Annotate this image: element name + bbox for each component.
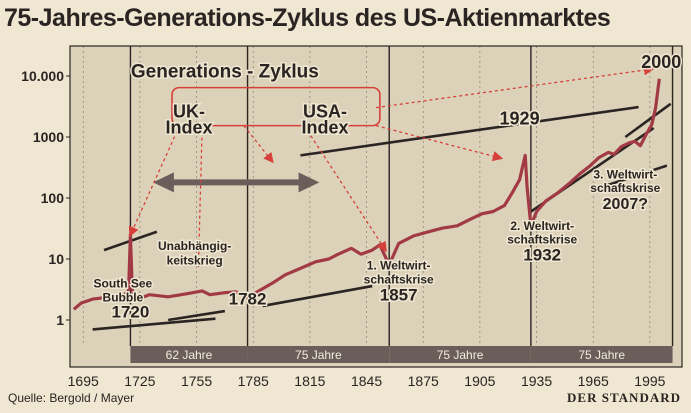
zyklus-arrow	[193, 125, 204, 268]
annotation-label: schaftskrise	[507, 232, 577, 246]
annotation-label: Bubble	[103, 291, 144, 305]
trend-line	[300, 105, 639, 157]
zyklus-box	[171, 86, 381, 127]
annotation-label: UK-	[173, 101, 205, 121]
annotation-label: 1932	[523, 245, 561, 264]
cycle-band-label: 62 Jahre	[166, 348, 213, 362]
x-tick-label: 1875	[408, 373, 439, 389]
x-tick-label: 1905	[464, 373, 495, 389]
cycle-band	[130, 346, 248, 363]
x-tick-label: 1995	[634, 373, 665, 389]
x-tick-label: 1695	[68, 373, 99, 389]
trend-line	[624, 102, 672, 139]
annotation-label: 2007?	[603, 196, 648, 213]
annotation-label: South See	[94, 277, 153, 291]
annotation-label: 3. Weltwirt-	[593, 167, 657, 181]
zyklus-arrow	[303, 125, 387, 253]
plot-area	[69, 45, 683, 368]
x-tick-label: 1725	[124, 373, 155, 389]
annotation-label: USA-	[303, 101, 347, 121]
x-tick-label: 1755	[181, 373, 212, 389]
cycle-band	[530, 346, 673, 363]
annotation-label: Unabhängig-	[158, 239, 231, 253]
x-tick-label: 1785	[238, 373, 269, 389]
y-tick-label: 10	[48, 251, 64, 267]
zyklus-arrow	[128, 125, 181, 238]
annotation-label: 1929	[500, 109, 540, 129]
zyklus-arrow	[375, 64, 655, 109]
y-tick-label: 1000	[33, 129, 64, 145]
y-tick-label: 1	[56, 312, 64, 328]
trend-line	[168, 309, 226, 322]
annotation-label: 1857	[380, 285, 418, 304]
cycle-band	[389, 346, 531, 363]
x-tick-label: 1965	[578, 373, 609, 389]
annotation-label: 1720	[112, 302, 150, 321]
x-tick-label: 1845	[351, 373, 382, 389]
series-line	[72, 78, 661, 311]
y-tick-label: 10.000	[21, 68, 64, 84]
annotation-label: Index	[301, 117, 348, 137]
trend-line	[262, 284, 373, 308]
arrow-right-head	[298, 172, 320, 193]
y-tick-label: 100	[41, 190, 65, 206]
zyklus-arrow	[243, 125, 274, 164]
x-tick-label: 1815	[294, 373, 325, 389]
annotation-label: 2000	[641, 52, 681, 72]
cycle-band	[247, 346, 390, 363]
trend-line	[589, 164, 668, 193]
annotation-label: schaftskrise	[364, 272, 434, 286]
publisher-logo: DER STANDARD	[567, 390, 681, 405]
annotation-label: 2. Weltwirt-	[510, 219, 574, 233]
annotation-label: 1. Weltwirt-	[367, 259, 431, 273]
cycle-band-label: 75 Jahre	[578, 348, 625, 362]
cycle-band-label: 75 Jahre	[437, 348, 484, 362]
source-note: Quelle: Bergold / Mayer	[8, 391, 135, 405]
annotation-label: keitskrieg	[167, 253, 223, 267]
cycle-band-label: 75 Jahre	[295, 348, 342, 362]
arrow-left-head	[153, 172, 174, 193]
annotation-label: Index	[165, 117, 212, 137]
annotation-label: Generations - Zyklus	[131, 61, 319, 82]
trend-line	[92, 317, 216, 331]
chart-title: 75-Jahres-Generations-Zyklus des US-Akti…	[4, 4, 611, 32]
annotation-label: schaftskrise	[590, 181, 660, 195]
annotation-label: 1782	[229, 289, 267, 308]
x-tick-label: 1935	[521, 373, 552, 389]
